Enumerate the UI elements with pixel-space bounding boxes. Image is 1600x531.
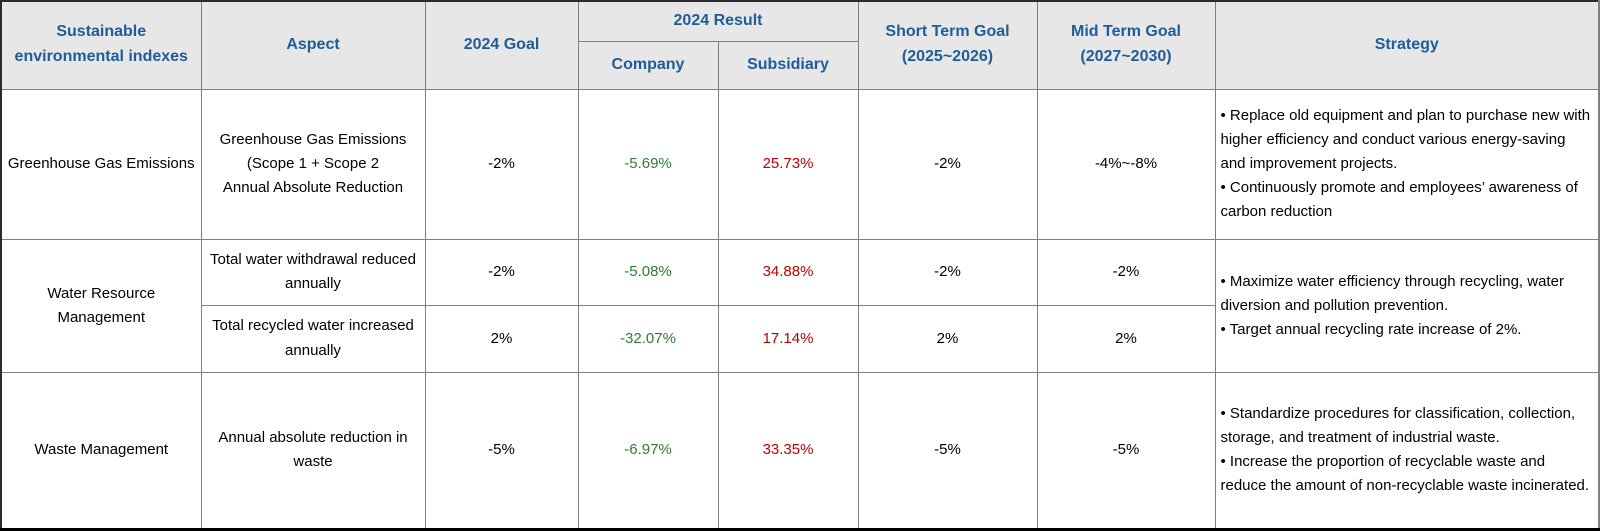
cell-mid-term-goal: -4%~-8% <box>1036 88 1216 240</box>
cell-aspect: Annual absolute reduction in waste <box>200 371 426 530</box>
header-cell-2024-goal: 2024 Goal <box>424 0 579 90</box>
cell-subsidiary-result: 25.73% <box>717 88 859 240</box>
header-cell-index: Sustainable environmental indexes <box>0 0 202 90</box>
header-cell-2024-result: 2024 Result <box>577 0 859 42</box>
cell-category: Water Resource Management <box>0 238 202 373</box>
header-row-sub: Company Subsidiary <box>1 40 1599 90</box>
cell-2024-goal: -5% <box>424 371 579 530</box>
cell-2024-goal: 2% <box>424 304 579 373</box>
header-cell-aspect: Aspect <box>200 0 426 90</box>
cell-company-result: -32.07% <box>577 304 719 373</box>
cell-subsidiary-result: 33.35% <box>717 371 859 530</box>
cell-strategy: • Replace old equipment and plan to purc… <box>1214 88 1600 240</box>
header-row-top: Sustainable environmental indexes Aspect… <box>0 0 1600 90</box>
header-cell-subsidiary: Subsidiary <box>717 40 859 90</box>
cell-strategy: • Maximize water efficiency through recy… <box>1214 238 1600 373</box>
table-row-greenhouse-gas: Greenhouse Gas Emissions Greenhouse Gas … <box>0 88 1600 240</box>
cell-aspect: Greenhouse Gas Emissions (Scope 1 + Scop… <box>200 88 426 240</box>
cell-mid-term-goal: -5% <box>1036 371 1216 530</box>
cell-short-term-goal: 2% <box>857 304 1038 373</box>
cell-company-result: -5.69% <box>577 88 719 240</box>
cell-2024-goal: -2% <box>424 88 579 240</box>
cell-short-term-goal: -5% <box>857 371 1038 530</box>
cell-category: Greenhouse Gas Emissions <box>0 88 202 240</box>
cell-mid-term-goal: -2% <box>1036 238 1216 306</box>
cell-short-term-goal: -2% <box>857 238 1038 306</box>
header-cell-mid-term-goal: Mid Term Goal (2027~2030) <box>1036 0 1216 90</box>
table-row-water-withdrawal: Water Resource Management Total water wi… <box>0 238 1600 373</box>
cell-subsidiary-result: 17.14% <box>717 304 859 373</box>
cell-company-result: -6.97% <box>577 371 719 530</box>
table-row-water-recycled: Total recycled water increased annually … <box>1 304 1599 373</box>
cell-subsidiary-result: 34.88% <box>717 238 859 306</box>
cell-category: Waste Management <box>0 371 202 530</box>
cell-company-result: -5.08% <box>577 238 719 306</box>
header-cell-strategy: Strategy <box>1214 0 1600 90</box>
table-row-waste: Waste Management Annual absolute reducti… <box>0 371 1600 530</box>
cell-short-term-goal: -2% <box>857 88 1038 240</box>
cell-aspect: Total water withdrawal reduced annually <box>200 238 426 306</box>
cell-strategy: • Standardize procedures for classificat… <box>1214 371 1600 530</box>
cell-2024-goal: -2% <box>424 238 579 306</box>
cell-aspect: Total recycled water increased annually <box>200 304 426 373</box>
header-cell-company: Company <box>577 40 719 90</box>
header-cell-short-term-goal: Short Term Goal (2025~2026) <box>857 0 1038 90</box>
cell-mid-term-goal: 2% <box>1036 304 1216 373</box>
